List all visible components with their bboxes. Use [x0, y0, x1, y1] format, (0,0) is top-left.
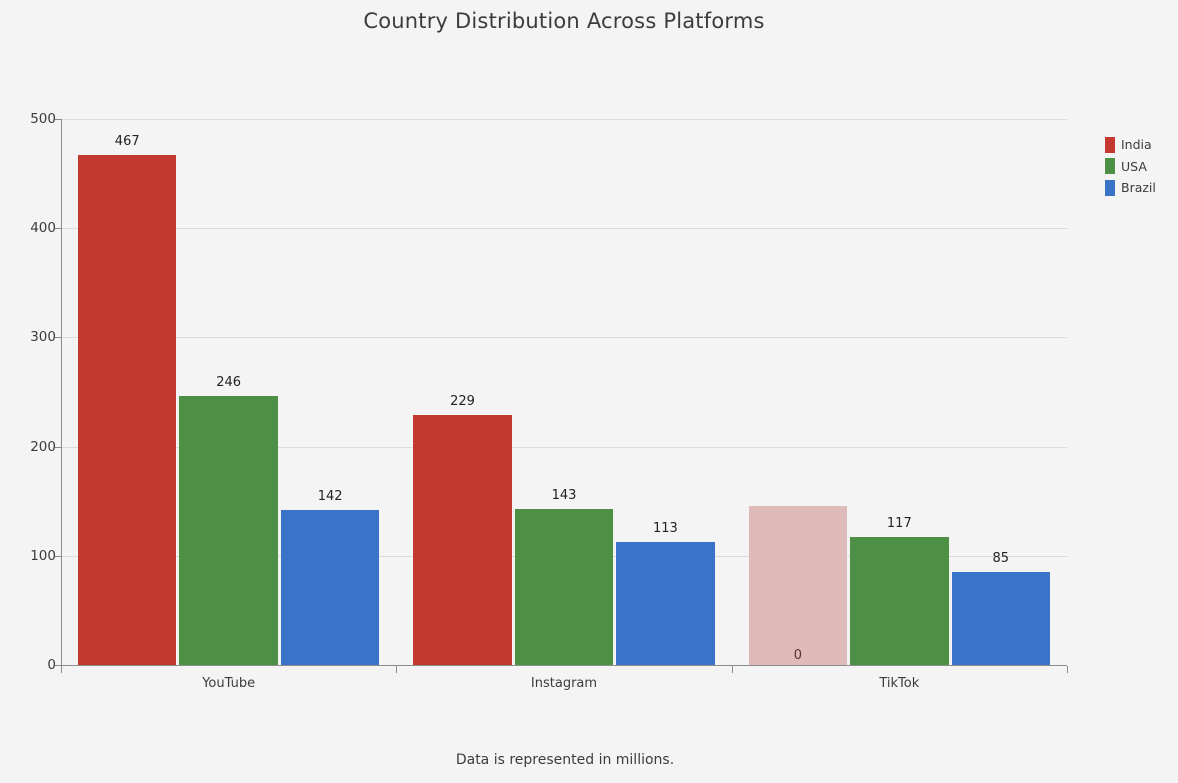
y-axis-tick-label: 200	[30, 438, 56, 455]
bar-value-label: 85	[992, 551, 1010, 567]
y-axis-tick	[55, 665, 62, 666]
x-axis-line	[61, 665, 1067, 666]
x-axis-tick	[1067, 666, 1068, 673]
y-axis-tick	[55, 228, 62, 230]
bar-india-instagram[interactable]	[413, 414, 512, 665]
y-axis-tick-label: 0	[47, 657, 56, 673]
legend-swatch-icon	[1105, 179, 1115, 196]
bar-brazil-tiktok[interactable]	[951, 572, 1050, 665]
bar-india-tiktok[interactable]	[748, 505, 848, 665]
y-axis-tick	[55, 446, 62, 448]
bar-brazil-instagram[interactable]	[616, 541, 715, 665]
x-axis-tick	[396, 666, 398, 673]
legend-item-brazil[interactable]: Brazil	[1105, 177, 1178, 199]
legend-item-label: India	[1121, 137, 1152, 153]
bar-value-label: 143	[551, 487, 577, 503]
bar-value-label: 467	[114, 134, 140, 150]
y-axis-tick	[55, 555, 62, 557]
bar-usa-youtube[interactable]	[179, 396, 278, 665]
bar-value-label: 246	[216, 375, 242, 391]
x-axis-category-label: TikTok	[879, 676, 920, 691]
plot-area: 467 246 142 229 143 113 0 117 85	[61, 119, 1067, 666]
bar-india-youtube[interactable]	[78, 155, 177, 665]
gridline	[61, 337, 1067, 339]
bar-value-label: 229	[450, 393, 475, 409]
legend-item-label: USA	[1121, 158, 1147, 174]
y-axis-tick-label: 100	[30, 547, 56, 564]
gridline	[61, 228, 1067, 230]
y-axis-tick	[55, 119, 62, 120]
bar-value-label: 0	[793, 648, 803, 663]
chart-caption: Data is represented in millions.	[455, 752, 675, 768]
chart-title: Country Distribution Across Platforms	[363, 9, 765, 33]
gridline	[61, 119, 1067, 120]
bar-usa-tiktok[interactable]	[850, 537, 949, 665]
bar-value-label: 113	[653, 520, 678, 536]
y-axis-tick-label: 400	[30, 220, 56, 237]
bar-brazil-youtube[interactable]	[280, 509, 380, 665]
bar-usa-instagram[interactable]	[514, 508, 614, 665]
legend-item-label: Brazil	[1121, 180, 1156, 196]
x-axis-category-label: Instagram	[530, 676, 598, 691]
y-axis-tick-label: 300	[30, 329, 56, 346]
x-axis-tick	[731, 666, 733, 673]
legend-swatch-icon	[1105, 158, 1115, 175]
legend-swatch-icon	[1105, 136, 1115, 153]
gridline	[61, 446, 1067, 448]
bar-value-label: 142	[317, 488, 343, 504]
x-axis-category-label: YouTube	[202, 676, 256, 691]
chart-legend: India USA Brazil	[1105, 134, 1178, 199]
x-axis-tick	[61, 666, 62, 673]
y-axis-tick	[55, 337, 62, 339]
legend-item-india[interactable]: India	[1105, 134, 1178, 156]
y-axis-tick-label: 500	[30, 111, 56, 127]
legend-item-usa[interactable]: USA	[1105, 156, 1178, 178]
bar-value-label: 117	[886, 516, 912, 532]
y-axis-line	[61, 119, 62, 666]
